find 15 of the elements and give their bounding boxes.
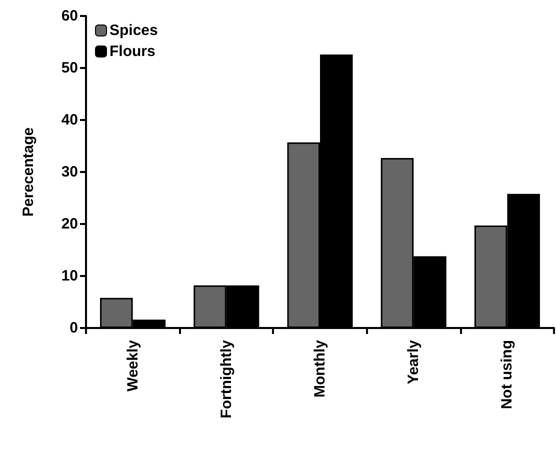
legend-label: Spices [110,22,158,39]
y-tick-label: 20 [61,216,78,232]
x-tick-label: Weekly [124,339,142,392]
x-tick-label: Not using [498,340,516,410]
y-axis-title: Perecentage [20,127,37,217]
y-tick-label: 40 [61,112,78,128]
x-tick-label: Fortnightly [218,339,235,418]
y-tick-label: 0 [70,320,78,336]
legend-label: Flours [110,43,156,60]
y-tick-label: 60 [61,8,78,24]
x-tick-label: Monthly [312,339,328,398]
y-tick-label: 30 [61,164,78,180]
y-tick-label: 10 [61,268,78,284]
x-tick-label: Yearly [405,339,422,384]
y-tick-label: 50 [61,60,78,76]
